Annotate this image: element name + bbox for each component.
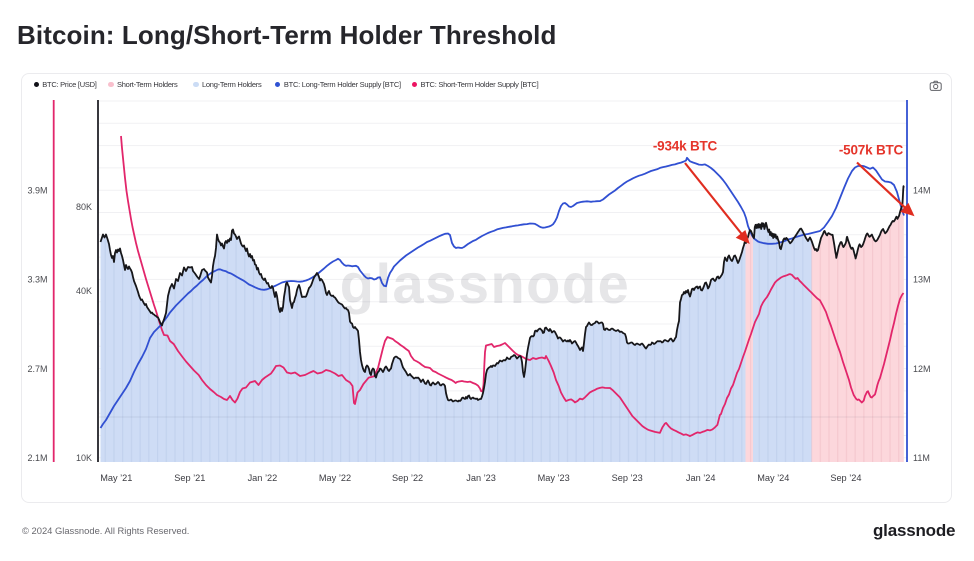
svg-text:-507k BTC: -507k BTC	[839, 143, 904, 158]
svg-text:80K: 80K	[76, 202, 92, 212]
svg-text:Sep ’21: Sep ’21	[174, 473, 205, 483]
svg-text:14M: 14M	[913, 185, 931, 195]
svg-text:11M: 11M	[913, 453, 930, 463]
svg-text:12M: 12M	[913, 364, 931, 374]
svg-text:May ’23: May ’23	[538, 473, 570, 483]
svg-text:2.1M: 2.1M	[27, 453, 47, 463]
svg-text:40K: 40K	[76, 286, 92, 296]
svg-text:-934k BTC: -934k BTC	[653, 139, 718, 154]
svg-text:2.7M: 2.7M	[27, 364, 47, 374]
svg-text:Sep ’22: Sep ’22	[392, 473, 423, 483]
svg-text:10K: 10K	[76, 453, 92, 463]
svg-text:May ’21: May ’21	[100, 473, 132, 483]
svg-text:May ’24: May ’24	[757, 473, 789, 483]
svg-text:3.9M: 3.9M	[27, 185, 47, 195]
svg-text:Sep ’23: Sep ’23	[612, 473, 643, 483]
svg-text:glassnode: glassnode	[340, 252, 630, 315]
svg-text:3.3M: 3.3M	[27, 275, 47, 285]
svg-text:Jan ’24: Jan ’24	[686, 473, 716, 483]
svg-text:Sep ’24: Sep ’24	[830, 473, 861, 483]
svg-text:Jan ’23: Jan ’23	[466, 473, 496, 483]
svg-text:May ’22: May ’22	[319, 473, 351, 483]
svg-text:Jan ’22: Jan ’22	[248, 473, 278, 483]
svg-text:13M: 13M	[913, 275, 931, 285]
